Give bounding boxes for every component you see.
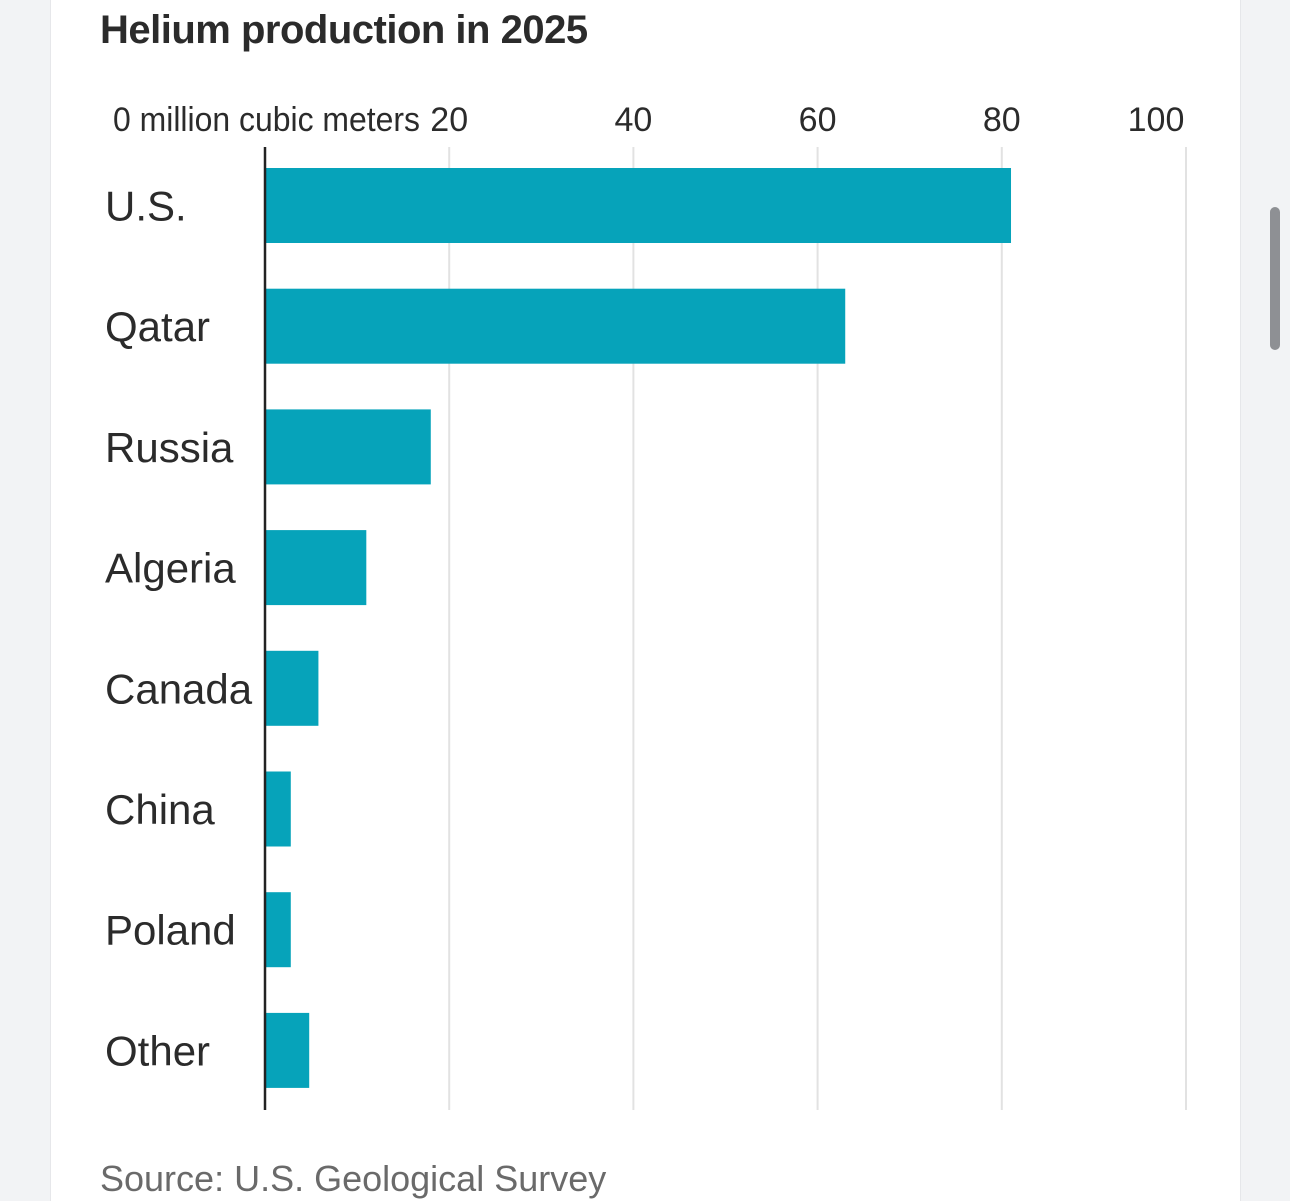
source-note: Source: U.S. Geological Survey	[100, 1158, 607, 1199]
bar-china	[265, 771, 291, 847]
category-label-algeria: Algeria	[105, 545, 236, 592]
x-tick-label-100: 100	[1128, 101, 1185, 139]
bar-algeria	[265, 530, 367, 606]
category-label-canada: Canada	[105, 665, 253, 712]
bar-other	[265, 1012, 310, 1088]
bar-poland	[265, 892, 291, 968]
bar-qatar	[265, 288, 846, 364]
category-label-russia: Russia	[105, 424, 234, 471]
category-label-other: Other	[105, 1027, 210, 1074]
category-label-china: China	[105, 786, 215, 833]
x-tick-label-60: 60	[799, 101, 837, 139]
x-tick-label-40: 40	[614, 101, 652, 139]
bar-russia	[265, 409, 431, 485]
x-tick-label-80: 80	[983, 101, 1021, 139]
bar-canada	[265, 650, 319, 726]
x-tick-label-20: 20	[430, 101, 468, 139]
x-tick-label-0: 0 million cubic meters	[113, 101, 420, 139]
category-label-qatar: Qatar	[105, 303, 210, 350]
chart-title: Helium production in 2025	[100, 8, 588, 52]
bar-u-s	[265, 168, 1012, 243]
category-label-poland: Poland	[105, 907, 236, 954]
category-label-u-s: U.S.	[105, 183, 187, 230]
scrollbar-thumb[interactable]	[1270, 207, 1280, 350]
